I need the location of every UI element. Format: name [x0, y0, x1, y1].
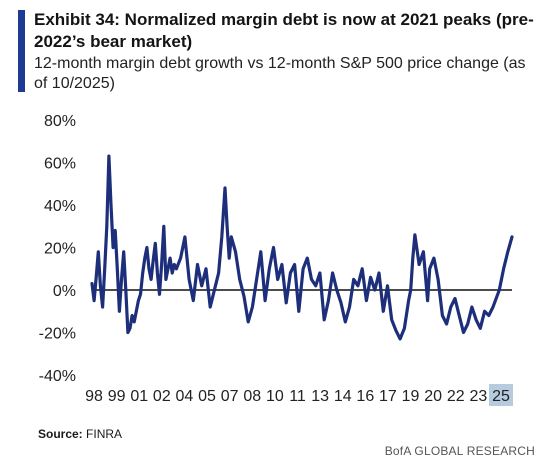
y-tick-label: 80%	[44, 113, 76, 130]
source-label: Source:	[38, 427, 83, 441]
y-axis-tick-labels: 80% 60% 40% 20% 0% -20% -40%	[39, 113, 76, 385]
x-tick-label: 10	[266, 388, 284, 405]
x-tick-label: 98	[85, 388, 103, 405]
margin-debt-growth-line	[90, 154, 514, 341]
x-tick-label: 11	[289, 388, 306, 405]
source-note: Source: FINRA	[38, 427, 122, 441]
x-tick-label: 02	[153, 388, 171, 405]
y-tick-label: -40%	[39, 368, 76, 385]
x-tick-label: 19	[402, 388, 420, 405]
y-tick-label: 20%	[44, 241, 76, 258]
x-axis-tick-labels: 98 99 01 02 04 05 07 08 10 11 13 14 16 17 19 20 22 23 25	[85, 384, 513, 406]
source-value: FINRA	[86, 427, 123, 441]
brand-footer: BofA GLOBAL RESEARCH	[384, 444, 535, 458]
y-tick-label: 60%	[44, 156, 76, 173]
chart-subtitle: 12-month margin debt growth vs 12-month …	[34, 55, 526, 92]
x-tick-label: 07	[221, 388, 239, 405]
y-tick-label: -20%	[39, 326, 76, 343]
x-tick-label: 05	[198, 388, 216, 405]
x-tick-label: 99	[108, 388, 126, 405]
x-tick-label: 22	[447, 388, 465, 405]
x-tick-label: 23	[469, 388, 487, 405]
x-tick-label: 13	[311, 388, 329, 405]
x-tick-label: 17	[379, 388, 397, 405]
line-chart: 80% 60% 40% 20% 0% -20% -40% 98 99 01 02 04 05 07 08 1…	[39, 113, 514, 406]
x-tick-label: 16	[356, 388, 374, 405]
title-accent-bar	[18, 10, 25, 92]
x-tick-label: 20	[424, 388, 442, 405]
x-tick-label: 25	[492, 388, 510, 405]
x-tick-label: 01	[130, 388, 148, 405]
y-tick-label: 40%	[44, 198, 76, 215]
chart-title: Exhibit 34: Normalized margin debt is no…	[34, 10, 534, 51]
x-tick-label: 14	[334, 388, 352, 405]
x-tick-label: 04	[176, 388, 194, 405]
x-tick-highlight	[489, 384, 513, 406]
y-tick-label: 0%	[53, 283, 76, 300]
x-tick-label: 08	[243, 388, 261, 405]
